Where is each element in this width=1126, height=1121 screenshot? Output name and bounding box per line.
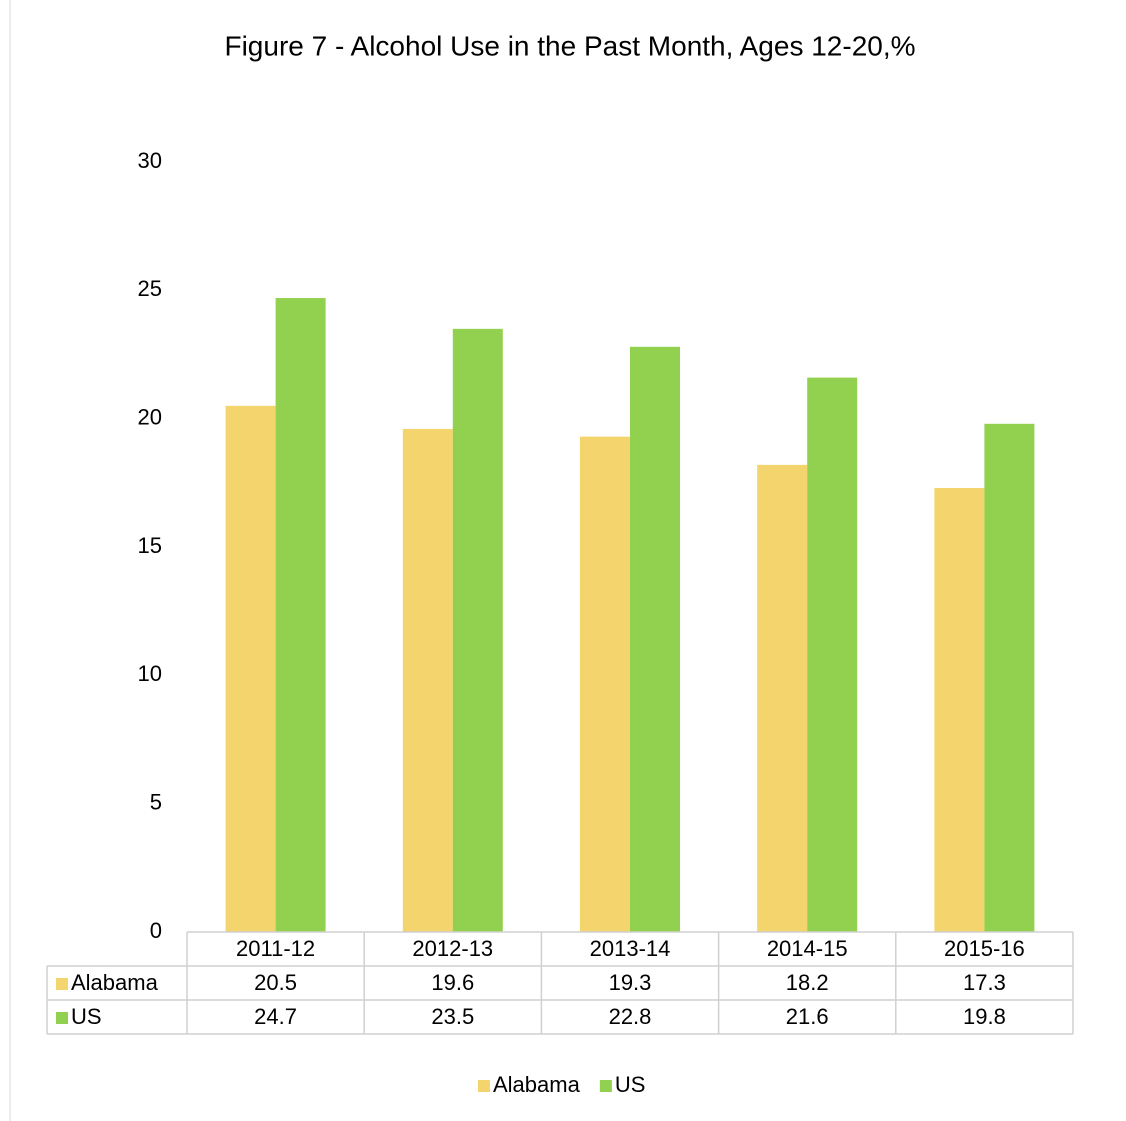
table-cell: 19.3 (609, 970, 652, 995)
y-tick-label: 25 (138, 276, 162, 301)
y-tick-label: 5 (150, 789, 162, 814)
table-row-label: US (71, 1004, 102, 1029)
legend-label: US (615, 1072, 646, 1097)
legend-key (478, 1080, 490, 1092)
table-cell: 20.5 (254, 970, 297, 995)
bar (630, 346, 680, 932)
table-legend-key (56, 1012, 68, 1024)
legend-label: Alabama (493, 1072, 581, 1097)
table-cell: 18.2 (786, 970, 829, 995)
table-row-label: Alabama (71, 970, 159, 995)
table-legend-key (56, 978, 68, 990)
bar (580, 436, 630, 932)
table-cell: 17.3 (963, 970, 1006, 995)
chart-title: Figure 7 - Alcohol Use in the Past Month… (224, 30, 915, 61)
table-cell: 19.8 (963, 1004, 1006, 1029)
x-tick-label: 2014-15 (767, 936, 848, 961)
bar (225, 405, 276, 932)
table-cell: 21.6 (786, 1004, 829, 1029)
bar (275, 298, 326, 932)
y-tick-label: 30 (138, 148, 162, 173)
x-tick-label: 2012-13 (412, 936, 493, 961)
table-cell: 23.5 (431, 1004, 474, 1029)
bar (807, 377, 858, 933)
x-tick-label: 2013-14 (590, 936, 671, 961)
y-tick-label: 20 (138, 404, 162, 429)
bar (934, 487, 985, 932)
x-tick-label: 2015-16 (944, 936, 1025, 961)
table-cell: 22.8 (609, 1004, 652, 1029)
y-tick-label: 15 (138, 533, 162, 558)
bar (402, 428, 453, 932)
table-cell: 24.7 (254, 1004, 297, 1029)
y-tick-label: 10 (138, 661, 162, 686)
bar (757, 464, 808, 932)
bar (452, 328, 503, 932)
x-tick-label: 2011-12 (236, 936, 315, 961)
legend-key (599, 1080, 612, 1092)
bar (984, 423, 1035, 932)
table-cell: 19.6 (431, 970, 474, 995)
y-tick-label: 0 (150, 918, 162, 943)
